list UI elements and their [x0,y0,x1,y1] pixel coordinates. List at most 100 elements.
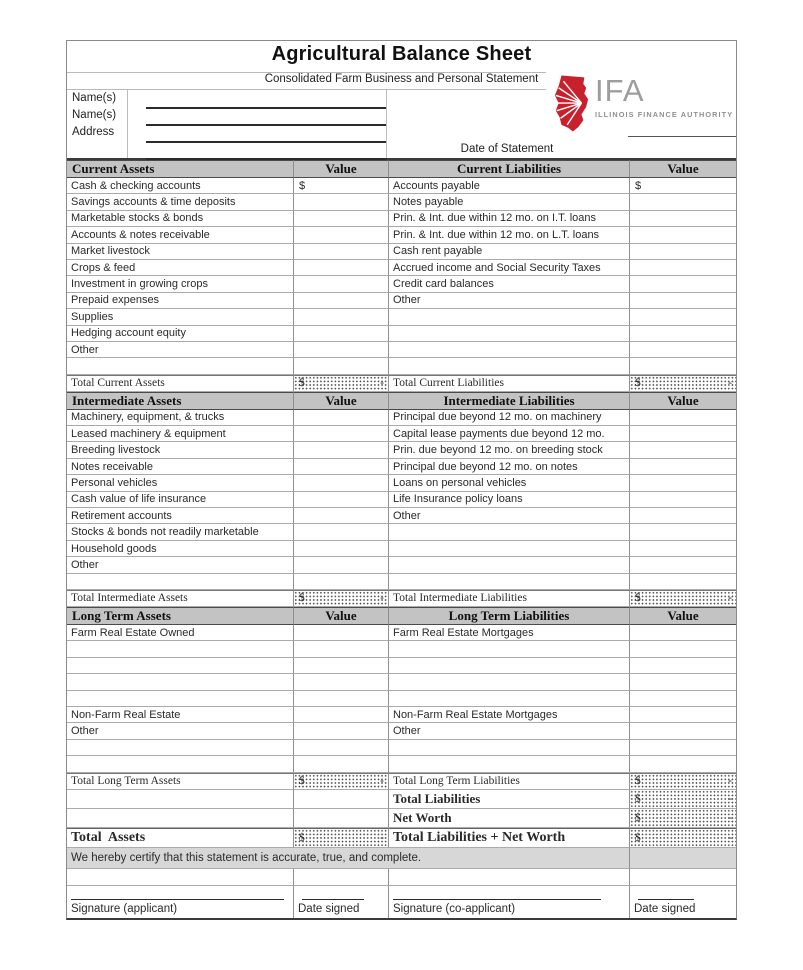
blank-cell [294,789,389,809]
asset-value-cell[interactable] [294,227,389,244]
name1-input-line[interactable] [146,91,386,109]
liability-value-cell[interactable] [630,259,736,277]
date-of-statement-input[interactable] [628,141,736,158]
asset-row-label: Stocks & bonds not readily marketable [67,524,294,541]
liability-value-cell[interactable] [630,657,736,675]
asset-value-cell[interactable] [294,624,389,642]
signature-label-1: Date signed [294,899,389,918]
liability-value-cell[interactable] [630,557,736,574]
liability-value-cell[interactable] [630,358,736,375]
liability-value-cell[interactable] [630,674,736,691]
address-input-line[interactable] [146,125,386,143]
name2-label: Name(s) [72,109,117,121]
asset-value-cell[interactable] [294,540,389,558]
asset-row-label [67,674,294,691]
liability-row-label: Credit card balances [389,276,630,293]
asset-value-cell[interactable] [294,739,389,757]
asset-value-cell[interactable] [294,475,389,492]
asset-value-cell[interactable] [294,292,389,310]
asset-value-cell[interactable] [294,573,389,590]
liability-value-cell[interactable] [630,491,736,509]
logo-name: ILLINOIS FINANCE AUTHORITY [595,110,734,119]
asset-value-cell[interactable] [294,674,389,691]
asset-value-cell[interactable] [294,690,389,707]
liability-value-cell[interactable] [630,276,736,293]
asset-value-cell[interactable] [294,491,389,509]
liability-value-cell[interactable] [630,458,736,476]
liability-value-cell[interactable] [630,690,736,707]
liability-value-cell[interactable] [630,475,736,492]
address2-input-line[interactable] [146,142,386,160]
asset-value-cell[interactable] [294,426,389,443]
signature-line[interactable] [389,885,630,900]
name2-input-line[interactable] [146,108,386,126]
asset-value-cell[interactable] [294,210,389,228]
asset-value-cell[interactable]: $ [294,178,389,195]
liability-value-cell[interactable] [630,524,736,541]
asset-row-label: Marketable stocks & bonds [67,210,294,228]
liability-row-label [389,325,630,342]
date-signed-line[interactable] [294,885,389,900]
asset-value-cell[interactable] [294,458,389,476]
total-liabilities-label-0: Total Current Liabilities [389,374,630,392]
asset-row-label [67,657,294,675]
liability-value-cell[interactable] [630,573,736,590]
liability-value-cell[interactable] [630,739,736,757]
sign-here-line[interactable] [393,889,601,900]
liability-value-cell[interactable] [630,409,736,427]
liability-value-cell[interactable] [630,227,736,244]
liability-value-cell[interactable] [630,508,736,525]
liability-value-cell[interactable] [630,641,736,658]
liability-row-label [389,358,630,375]
asset-value-cell[interactable] [294,756,389,773]
asset-value-cell[interactable] [294,641,389,658]
liability-value-cell[interactable] [630,194,736,211]
signature-line[interactable] [67,885,294,900]
asset-value-cell[interactable] [294,557,389,574]
asset-value-cell[interactable] [294,524,389,541]
currency-symbol: $ [635,811,641,824]
liability-value-cell[interactable] [630,756,736,773]
signature-label-0: Signature (applicant) [67,899,294,918]
liability-value-cell[interactable] [630,325,736,342]
asset-value-cell[interactable] [294,706,389,724]
asset-value-cell[interactable] [294,657,389,675]
liability-value-cell[interactable] [630,309,736,326]
liability-row-label: Prin. due beyond 12 mo. on breeding stoc… [389,442,630,459]
liability-value-cell[interactable] [630,426,736,443]
liability-value-cell[interactable]: $ [630,178,736,195]
liability-row-label [389,540,630,558]
asset-value-cell[interactable] [294,194,389,211]
liability-value-cell[interactable] [630,243,736,260]
liability-row-label [389,690,630,707]
asset-value-cell[interactable] [294,409,389,427]
liability-value-cell[interactable] [630,540,736,558]
zero-dash: - [380,831,384,844]
sign-here-line[interactable] [71,889,284,900]
asset-row-label: Investment in growing crops [67,276,294,293]
asset-value-cell[interactable] [294,243,389,260]
liability-row-label: Other [389,723,630,740]
asset-value-cell[interactable] [294,259,389,277]
asset-value-cell[interactable] [294,276,389,293]
asset-value-cell[interactable] [294,442,389,459]
liability-value-cell[interactable] [630,624,736,642]
asset-value-cell[interactable] [294,508,389,525]
liability-value-cell[interactable] [630,210,736,228]
liability-value-cell[interactable] [630,706,736,724]
date-signed-line[interactable] [630,885,736,900]
sign-here-line[interactable] [302,889,364,900]
liability-value-cell[interactable] [630,723,736,740]
asset-value-cell[interactable] [294,309,389,326]
sign-here-line[interactable] [638,889,694,900]
asset-value-cell[interactable] [294,358,389,375]
liability-value-cell[interactable] [630,442,736,459]
asset-value-cell[interactable] [294,341,389,359]
asset-value-cell[interactable] [294,325,389,342]
liability-value-cell[interactable] [630,341,736,359]
asset-value-cell[interactable] [294,723,389,740]
asset-row-label [67,690,294,707]
liability-value-cell[interactable] [630,292,736,310]
asset-row-label: Other [67,723,294,740]
total-liabilities-value-0: $ - [630,374,736,392]
